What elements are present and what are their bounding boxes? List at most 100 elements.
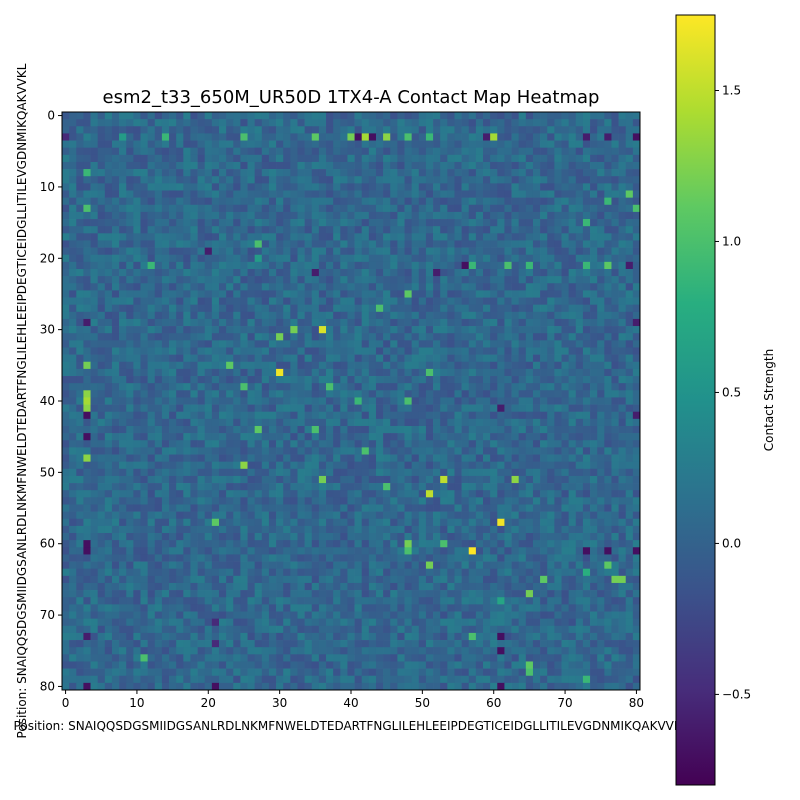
heatmap-cell xyxy=(361,126,370,134)
heatmap-cell xyxy=(304,368,313,377)
heatmap-cell xyxy=(582,304,591,313)
heatmap-cell xyxy=(504,368,512,377)
heatmap-cell xyxy=(154,525,163,534)
heatmap-cell xyxy=(290,454,298,463)
heatmap-cell xyxy=(218,397,227,405)
heatmap-cell xyxy=(261,497,270,505)
heatmap-cell xyxy=(233,461,241,470)
heatmap-cell xyxy=(390,276,398,284)
heatmap-cell xyxy=(211,475,220,484)
heatmap-cell xyxy=(490,376,498,384)
heatmap-cell xyxy=(590,490,598,498)
heatmap-cell xyxy=(233,418,241,427)
heatmap-cell xyxy=(69,433,77,441)
heatmap-cell xyxy=(311,340,320,348)
heatmap-cell xyxy=(211,354,220,363)
heatmap-cell xyxy=(76,468,84,477)
heatmap-cell xyxy=(483,283,491,291)
heatmap-cell xyxy=(582,525,591,534)
heatmap-cell xyxy=(597,490,605,498)
heatmap-cell xyxy=(397,147,405,156)
heatmap-cell xyxy=(276,311,284,320)
heatmap-cell xyxy=(154,154,163,163)
heatmap-cell xyxy=(233,226,241,234)
heatmap-cell xyxy=(497,504,505,512)
heatmap-cell xyxy=(390,383,398,391)
heatmap-cell xyxy=(190,204,198,213)
heatmap-cell xyxy=(461,475,470,484)
heatmap-cell xyxy=(518,211,527,220)
heatmap-cell xyxy=(504,140,512,149)
heatmap-cell xyxy=(290,425,298,434)
heatmap-cell xyxy=(632,311,641,320)
heatmap-cell xyxy=(504,397,512,405)
heatmap-cell xyxy=(632,176,641,184)
heatmap-cell xyxy=(97,147,106,156)
heatmap-cell xyxy=(625,540,634,548)
heatmap-cell xyxy=(76,126,84,134)
heatmap-cell xyxy=(183,397,191,405)
heatmap-cell xyxy=(590,318,598,327)
heatmap-cell xyxy=(397,169,405,177)
heatmap-cell xyxy=(525,133,534,141)
heatmap-cell xyxy=(147,440,156,448)
heatmap-cell xyxy=(575,183,584,191)
heatmap-cell xyxy=(625,119,634,127)
heatmap-cell xyxy=(618,297,627,306)
heatmap-cell xyxy=(525,183,534,191)
heatmap-cell xyxy=(111,197,120,206)
heatmap-cell xyxy=(532,347,541,355)
heatmap-cell xyxy=(454,490,462,498)
heatmap-cell xyxy=(76,290,84,298)
heatmap-cell xyxy=(140,425,148,434)
heatmap-cell xyxy=(440,247,448,256)
heatmap-cell xyxy=(76,383,84,391)
heatmap-cell xyxy=(540,133,548,141)
heatmap-cell xyxy=(190,126,198,134)
heatmap-cell xyxy=(247,525,256,534)
heatmap-cell xyxy=(632,161,641,170)
heatmap-cell xyxy=(383,140,391,149)
heatmap-cell xyxy=(418,311,427,320)
heatmap-cell xyxy=(597,433,605,441)
heatmap-cell xyxy=(490,154,498,163)
heatmap-cell xyxy=(354,219,363,227)
heatmap-cell xyxy=(147,247,156,256)
heatmap-cell xyxy=(497,340,505,348)
heatmap-cell xyxy=(411,547,420,555)
heatmap-cell xyxy=(154,261,163,270)
heatmap-cell xyxy=(347,525,355,534)
heatmap-cell xyxy=(504,418,512,427)
heatmap-cell xyxy=(261,411,270,420)
heatmap-cell xyxy=(475,112,484,120)
heatmap-cell xyxy=(76,297,84,306)
heatmap-cell xyxy=(104,483,113,491)
heatmap-cell xyxy=(590,511,598,520)
heatmap-cell xyxy=(347,226,355,234)
heatmap-cell xyxy=(368,268,377,277)
heatmap-cell xyxy=(575,304,584,313)
heatmap-cell xyxy=(197,226,206,234)
heatmap-cell xyxy=(268,318,277,327)
heatmap-cell xyxy=(247,133,256,141)
heatmap-cell xyxy=(240,511,248,520)
heatmap-cell xyxy=(111,404,120,413)
heatmap-cell xyxy=(161,219,170,227)
heatmap-cell xyxy=(383,290,391,298)
heatmap-cell xyxy=(447,333,455,341)
heatmap-cell xyxy=(154,226,163,234)
heatmap-cell xyxy=(554,533,562,541)
heatmap-cell xyxy=(611,497,619,505)
heatmap-cell xyxy=(97,233,106,241)
heatmap-cell xyxy=(468,140,477,149)
heatmap-cell xyxy=(111,261,120,270)
heatmap-cell xyxy=(169,183,177,191)
heatmap-cell xyxy=(111,497,120,505)
heatmap-cell xyxy=(525,290,534,298)
heatmap-cell xyxy=(197,404,206,413)
heatmap-cell xyxy=(240,361,248,370)
heatmap-cell xyxy=(461,411,470,420)
heatmap-cell xyxy=(211,126,220,134)
heatmap-cell xyxy=(218,190,227,198)
heatmap-cell xyxy=(411,454,420,463)
